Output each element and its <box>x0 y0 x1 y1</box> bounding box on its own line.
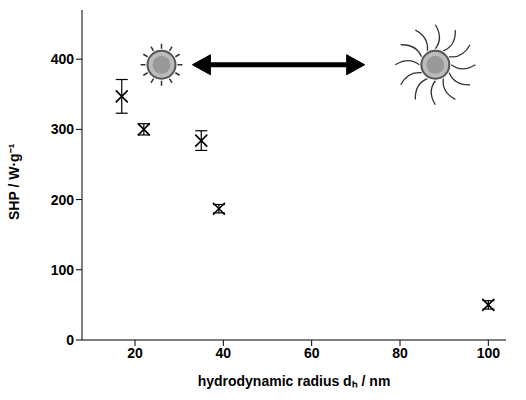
svg-text:100: 100 <box>51 262 75 278</box>
svg-text:200: 200 <box>51 192 75 208</box>
svg-text:100: 100 <box>477 345 501 361</box>
svg-text:20: 20 <box>127 345 143 361</box>
svg-text:60: 60 <box>304 345 320 361</box>
svg-text:40: 40 <box>216 345 232 361</box>
svg-text:80: 80 <box>392 345 408 361</box>
svg-text:300: 300 <box>51 121 75 137</box>
svg-text:0: 0 <box>66 332 74 348</box>
svg-text:SHP / W·g⁻¹: SHP / W·g⁻¹ <box>6 143 22 220</box>
svg-text:hydrodynamic radius dₕ / nm: hydrodynamic radius dₕ / nm <box>198 373 391 389</box>
svg-text:400: 400 <box>51 51 75 67</box>
